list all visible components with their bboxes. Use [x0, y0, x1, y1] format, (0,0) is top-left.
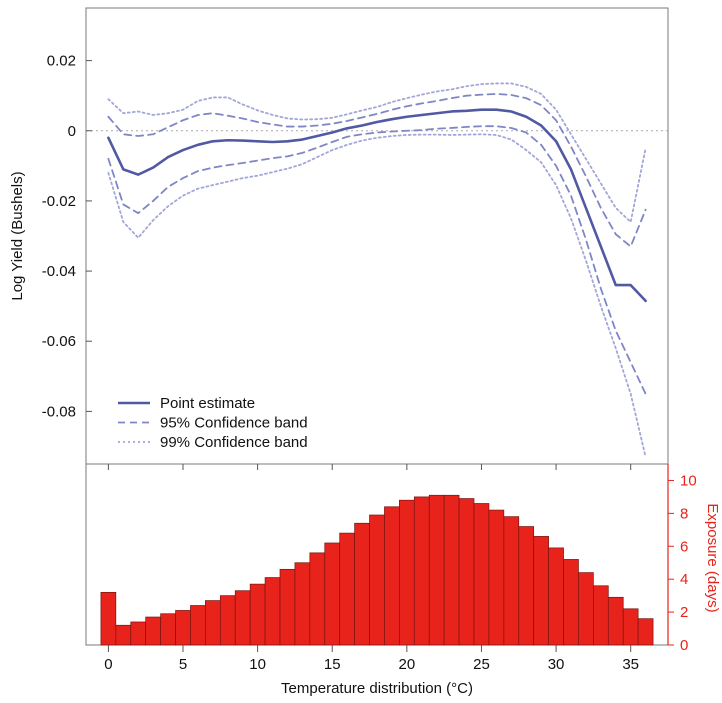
histogram-bar: [309, 552, 326, 646]
top-y-tick-label: 0.02: [47, 53, 76, 70]
histogram-bar: [503, 516, 520, 646]
bottom-y-axis-label: Exposure (days): [704, 503, 721, 612]
histogram-bar: [160, 613, 176, 646]
ci95-lower-line: [107, 125, 647, 395]
histogram-bar: [578, 572, 594, 646]
histogram-bar: [413, 496, 430, 646]
x-tick-label: 0: [104, 656, 112, 673]
histogram-bar: [518, 526, 535, 646]
right-y-tick-label: 4: [680, 571, 688, 588]
legend-label-point-estimate: Point estimate: [160, 395, 255, 412]
right-y-tick-label: 10: [680, 472, 697, 489]
ci99-lower-line: [107, 133, 647, 458]
histogram-bar: [443, 494, 460, 646]
histogram-bar: [354, 522, 370, 646]
top-y-axis-label: Log Yield (Bushels): [9, 171, 26, 300]
histogram-bar: [175, 610, 191, 646]
histogram-bar: [205, 600, 221, 646]
histogram-bar: [488, 509, 505, 646]
histogram-bar: [593, 585, 609, 646]
ci95-upper-line: [107, 93, 647, 248]
histogram-bar: [637, 618, 654, 646]
histogram-bar: [339, 532, 355, 646]
x-tick-label: 25: [473, 656, 490, 673]
top-y-tick-label: -0.02: [42, 193, 76, 210]
histogram-bar: [622, 608, 639, 646]
histogram-bar: [458, 498, 475, 646]
histogram-bar: [294, 562, 311, 646]
x-tick-label: 15: [324, 656, 341, 673]
line-panel: 0.02 0 -0.02 -0.04 -0.06 -0.08 Point estimate 9…: [42, 53, 668, 458]
histogram-bar: [533, 536, 549, 646]
top-y-tick-label: -0.08: [42, 403, 76, 420]
histogram-bar: [473, 503, 490, 646]
histogram-panel: 0 5 10 15 20 25 30 35 0 2 4 6 8 10: [100, 464, 697, 673]
histogram-bar: [264, 577, 281, 646]
histogram-bar: [145, 616, 161, 646]
x-tick-label: 30: [548, 656, 565, 673]
histogram-bar: [384, 506, 400, 646]
histogram-bar: [190, 605, 206, 646]
x-tick-label: 20: [399, 656, 416, 673]
legend-label-ci99: 99% Confidence band: [160, 434, 308, 451]
top-y-tick-label: 0: [68, 123, 76, 140]
histogram-bar: [369, 514, 385, 646]
histogram-bar: [219, 595, 236, 646]
top-y-tick-label: -0.04: [42, 263, 76, 280]
histogram-bar: [100, 591, 117, 646]
x-tick-label: 10: [249, 656, 266, 673]
histogram-bar: [428, 494, 445, 646]
histogram-bar: [399, 499, 415, 646]
top-y-tick-label: -0.06: [42, 333, 76, 350]
histogram-bar: [115, 624, 132, 646]
x-tick-label: 5: [179, 656, 187, 673]
histogram-bar: [548, 547, 564, 646]
right-y-tick-label: 0: [680, 637, 688, 654]
histogram-bar: [563, 559, 579, 646]
histogram-bar: [249, 583, 266, 646]
right-y-tick-label: 2: [680, 604, 688, 621]
histogram-bar: [234, 590, 251, 646]
point-estimate-line: [107, 108, 647, 303]
ci99-upper-line: [107, 82, 647, 223]
histogram-bar: [279, 568, 296, 646]
legend-label-ci95: 95% Confidence band: [160, 415, 308, 432]
right-y-tick-label: 6: [680, 538, 688, 555]
x-axis-label: Temperature distribution (°C): [281, 680, 473, 697]
right-y-tick-label: 8: [680, 505, 688, 522]
histogram-bar: [130, 621, 147, 646]
histogram-bar: [607, 596, 624, 646]
histogram-bar: [324, 542, 341, 646]
x-tick-label: 35: [622, 656, 639, 673]
